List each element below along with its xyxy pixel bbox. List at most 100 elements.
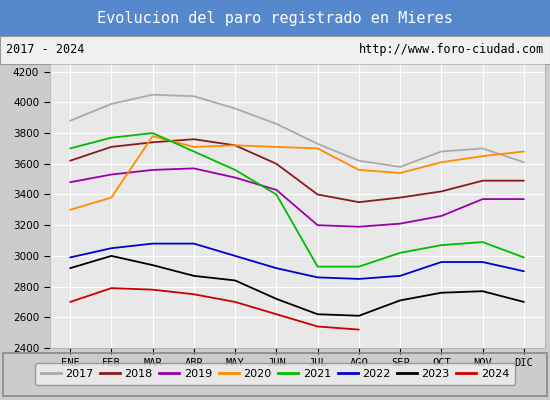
2021 — [520, 255, 527, 260]
2022 — [108, 246, 115, 251]
2020 — [108, 195, 115, 200]
2019 — [397, 221, 404, 226]
2023 — [520, 300, 527, 304]
2018 — [479, 178, 486, 183]
2023 — [397, 298, 404, 303]
2022 — [315, 275, 321, 280]
Line: 2021: 2021 — [70, 133, 524, 267]
2018 — [315, 192, 321, 197]
2023 — [190, 274, 197, 278]
2017 — [232, 106, 239, 111]
Line: 2020: 2020 — [70, 136, 524, 210]
2021 — [67, 146, 74, 151]
2021 — [190, 149, 197, 154]
2018 — [232, 143, 239, 148]
2018 — [438, 189, 444, 194]
2021 — [315, 264, 321, 269]
2022 — [67, 255, 74, 260]
Text: 2017 - 2024: 2017 - 2024 — [6, 44, 84, 56]
2018 — [520, 178, 527, 183]
2023 — [315, 312, 321, 317]
Legend: 2017, 2018, 2019, 2020, 2021, 2022, 2023, 2024: 2017, 2018, 2019, 2020, 2021, 2022, 2023… — [35, 364, 515, 384]
2017 — [479, 146, 486, 151]
2019 — [232, 175, 239, 180]
2019 — [479, 197, 486, 202]
2017 — [355, 158, 362, 163]
Line: 2023: 2023 — [70, 256, 524, 316]
2023 — [150, 263, 156, 268]
2022 — [150, 241, 156, 246]
2017 — [67, 118, 74, 123]
2022 — [355, 276, 362, 281]
2023 — [438, 290, 444, 295]
2020 — [479, 154, 486, 158]
2022 — [520, 269, 527, 274]
2023 — [479, 289, 486, 294]
2021 — [397, 250, 404, 255]
2020 — [438, 160, 444, 165]
2019 — [273, 188, 279, 192]
2023 — [67, 266, 74, 270]
2024 — [67, 300, 74, 304]
2021 — [438, 243, 444, 248]
2018 — [355, 200, 362, 204]
2017 — [273, 122, 279, 126]
2020 — [315, 146, 321, 151]
2024 — [108, 286, 115, 290]
2018 — [190, 137, 197, 142]
2020 — [232, 143, 239, 148]
2023 — [273, 296, 279, 301]
2020 — [355, 168, 362, 172]
2019 — [190, 166, 197, 171]
2022 — [479, 260, 486, 264]
Text: http://www.foro-ciudad.com: http://www.foro-ciudad.com — [359, 44, 544, 56]
Line: 2018: 2018 — [70, 139, 524, 202]
2022 — [438, 260, 444, 264]
2018 — [108, 144, 115, 149]
2018 — [150, 140, 156, 145]
2024 — [190, 292, 197, 297]
2019 — [355, 224, 362, 229]
2021 — [150, 131, 156, 136]
2017 — [190, 94, 197, 99]
2021 — [355, 264, 362, 269]
2022 — [232, 254, 239, 258]
2023 — [232, 278, 239, 283]
2019 — [150, 168, 156, 172]
2017 — [315, 142, 321, 146]
2022 — [273, 266, 279, 270]
2017 — [150, 92, 156, 97]
2020 — [273, 144, 279, 149]
2022 — [190, 241, 197, 246]
2017 — [438, 149, 444, 154]
2020 — [67, 208, 74, 212]
2017 — [108, 102, 115, 106]
2024 — [273, 312, 279, 317]
2024 — [315, 324, 321, 329]
2020 — [520, 149, 527, 154]
2017 — [520, 160, 527, 165]
2019 — [67, 180, 74, 185]
2019 — [520, 197, 527, 202]
Line: 2024: 2024 — [70, 288, 359, 330]
2019 — [315, 223, 321, 228]
Line: 2017: 2017 — [70, 95, 524, 167]
2019 — [108, 172, 115, 177]
2021 — [108, 135, 115, 140]
2018 — [67, 158, 74, 163]
2021 — [479, 240, 486, 244]
2021 — [232, 168, 239, 172]
2024 — [355, 327, 362, 332]
2018 — [397, 195, 404, 200]
2021 — [273, 192, 279, 197]
2020 — [190, 144, 197, 149]
Text: Evolucion del paro registrado en Mieres: Evolucion del paro registrado en Mieres — [97, 10, 453, 26]
2019 — [438, 214, 444, 218]
Line: 2019: 2019 — [70, 168, 524, 227]
2018 — [273, 161, 279, 166]
2024 — [150, 287, 156, 292]
2020 — [150, 134, 156, 138]
Line: 2022: 2022 — [70, 244, 524, 279]
2023 — [355, 313, 362, 318]
2017 — [397, 164, 404, 169]
